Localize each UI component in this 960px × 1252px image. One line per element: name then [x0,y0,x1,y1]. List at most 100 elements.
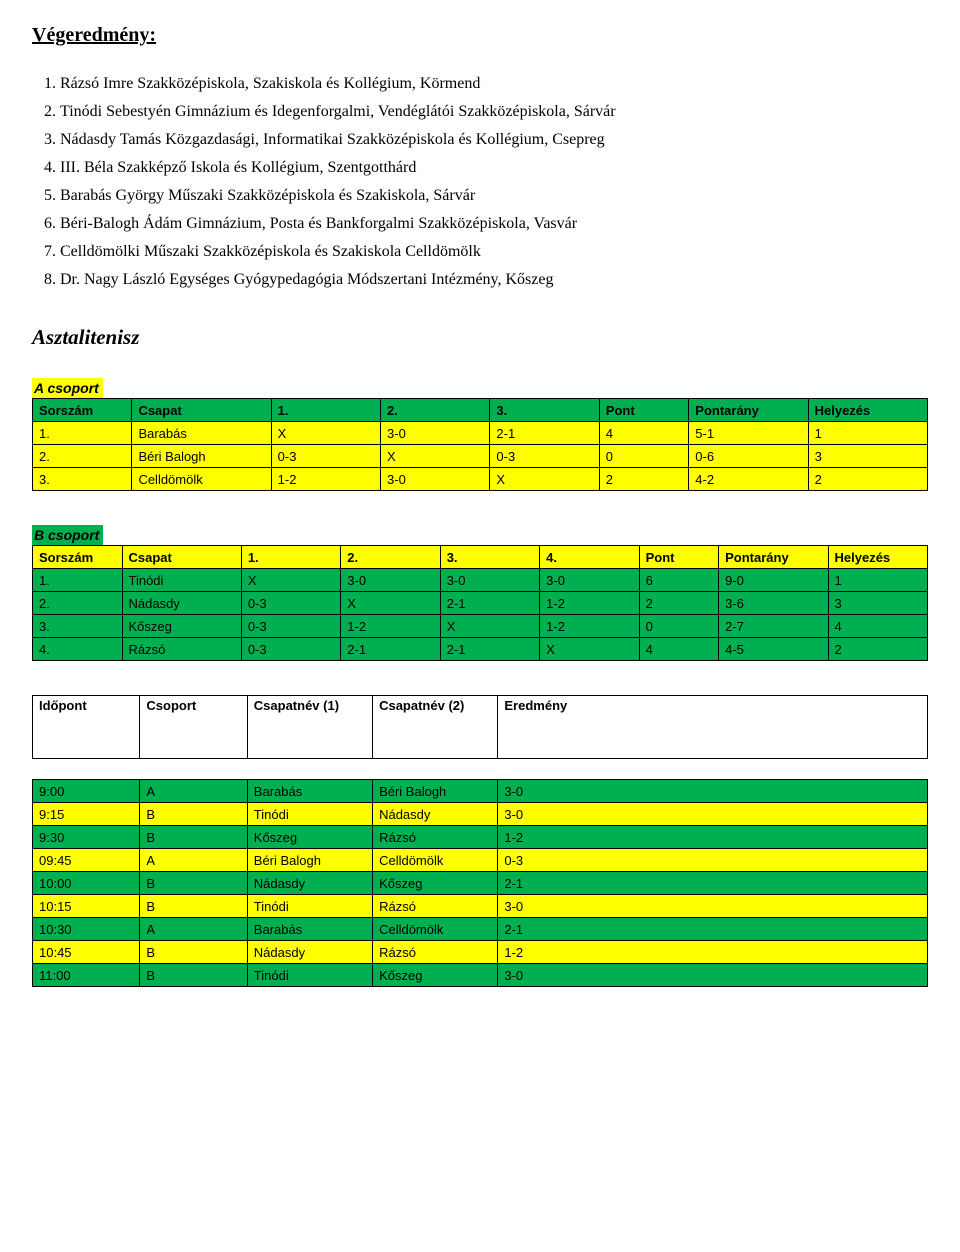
col-header: Csapatnév (2) [373,696,498,759]
cell: Celldömölk [373,849,498,872]
col-header: 3. [440,546,539,569]
cell: 0-3 [241,615,340,638]
cell: 3-0 [498,964,928,987]
col-header: Helyezés [808,399,927,422]
cell: 1. [33,422,132,445]
cell: 1. [33,569,123,592]
cell: 9:30 [33,826,140,849]
cell: Rázsó [122,638,241,661]
cell: 11:00 [33,964,140,987]
col-header: Pontarány [719,546,828,569]
cell: 2 [639,592,719,615]
group-b-table: SorszámCsapat1.2.3.4.PontPontarányHelyez… [32,545,928,661]
cell: 6 [639,569,719,592]
cell: 3 [828,592,928,615]
cell: 2-1 [498,918,928,941]
table-row: 2.Béri Balogh0-3X0-300-63 [33,445,928,468]
cell: B [140,941,247,964]
cell: 2-1 [440,592,539,615]
result-item: Tinódi Sebestyén Gimnázium és Idegenforg… [60,103,928,121]
schedule-row: 10:00BNádasdyKőszeg2-1 [33,872,928,895]
schedule-row: 10:15BTinódiRázsó3-0 [33,895,928,918]
schedule-row: 10:45BNádasdyRázsó1-2 [33,941,928,964]
group-a-label: A csoport [32,378,103,398]
col-header: 3. [490,399,599,422]
col-header: 2. [381,399,490,422]
cell: Nádasdy [373,803,498,826]
cell: 4 [599,422,689,445]
col-header: Sorszám [33,399,132,422]
cell: 1-2 [540,615,639,638]
group-a-table: SorszámCsapat1.2.3.PontPontarányHelyezés… [32,398,928,491]
cell: 2-1 [341,638,440,661]
cell: Rázsó [373,826,498,849]
cell: 3-0 [498,780,928,803]
table-row: 1.TinódiX3-03-03-069-01 [33,569,928,592]
cell: Barabás [247,918,372,941]
col-header: 1. [241,546,340,569]
cell: 3-6 [719,592,828,615]
col-header: Időpont [33,696,140,759]
cell: Nádasdy [247,872,372,895]
cell: 3-0 [381,468,490,491]
cell: 0 [639,615,719,638]
result-item: Dr. Nagy László Egységes Gyógypedagógia … [60,271,928,289]
cell: 3 [808,445,927,468]
cell: 0-3 [490,445,599,468]
col-header: Sorszám [33,546,123,569]
cell: 09:45 [33,849,140,872]
schedule-row: 09:45ABéri BaloghCelldömölk0-3 [33,849,928,872]
cell: X [341,592,440,615]
schedule-row: 10:30ABarabásCelldömölk2-1 [33,918,928,941]
schedule-row: 11:00BTinódiKőszeg3-0 [33,964,928,987]
cell: 9:00 [33,780,140,803]
cell: B [140,803,247,826]
result-item: Béri-Balogh Ádám Gimnázium, Posta és Ban… [60,215,928,233]
cell: Kőszeg [122,615,241,638]
cell: 2-1 [498,872,928,895]
col-header: Pontarány [689,399,808,422]
cell: 0-6 [689,445,808,468]
cell: X [490,468,599,491]
cell: 1 [808,422,927,445]
cell: X [381,445,490,468]
cell: Béri Balogh [132,445,271,468]
table-row: 2.Nádasdy0-3X2-11-223-63 [33,592,928,615]
section-heading: Asztalitenisz [32,325,928,350]
cell: 1 [828,569,928,592]
cell: 0-3 [241,592,340,615]
cell: 3-0 [498,803,928,826]
result-item: Rázsó Imre Szakközépiskola, Szakiskola é… [60,75,928,93]
cell: 0-3 [241,638,340,661]
col-header: Csapat [122,546,241,569]
cell: 9-0 [719,569,828,592]
cell: Tinódi [247,803,372,826]
cell: 1-2 [498,941,928,964]
cell: 10:30 [33,918,140,941]
cell: B [140,895,247,918]
cell: 2-1 [490,422,599,445]
col-header: Helyezés [828,546,928,569]
cell: 2. [33,445,132,468]
cell: B [140,872,247,895]
cell: 3-0 [381,422,490,445]
result-item: Celldömölki Műszaki Szakközépiskola és S… [60,243,928,261]
cell: Celldömölk [132,468,271,491]
cell: 9:15 [33,803,140,826]
cell: B [140,964,247,987]
cell: 3-0 [341,569,440,592]
cell: 4-5 [719,638,828,661]
cell: 0-3 [498,849,928,872]
cell: 3-0 [540,569,639,592]
col-header: 1. [271,399,380,422]
cell: 10:00 [33,872,140,895]
table-row: 3.Celldömölk1-23-0X24-22 [33,468,928,491]
cell: 1-2 [271,468,380,491]
col-header: Pont [639,546,719,569]
cell: 1-2 [341,615,440,638]
cell: 2-1 [440,638,539,661]
table-row: 1.BarabásX3-02-145-11 [33,422,928,445]
cell: 3-0 [498,895,928,918]
schedule-row: 9:15BTinódiNádasdy3-0 [33,803,928,826]
cell: Nádasdy [122,592,241,615]
